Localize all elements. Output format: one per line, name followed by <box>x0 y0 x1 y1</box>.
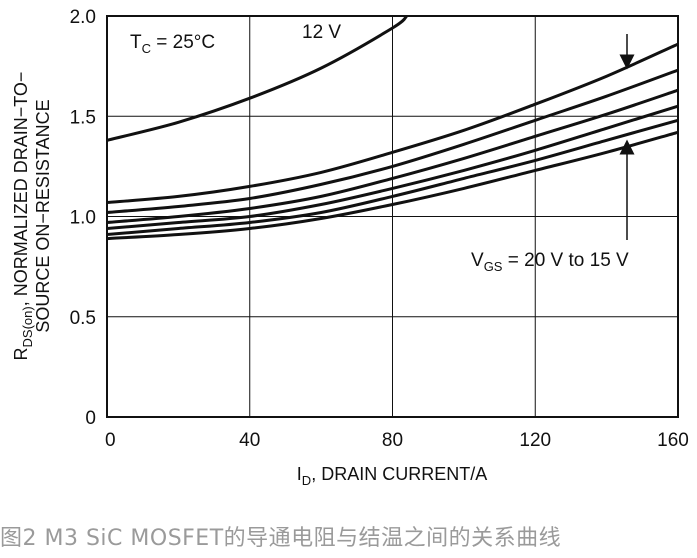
x-tick-label-4: 160 <box>657 430 689 451</box>
series-line-6 <box>107 130 678 241</box>
x-tick-label-2: 80 <box>382 430 403 451</box>
x-tick-labels: 0 40 80 120 160 <box>105 430 689 451</box>
y-axis-label-line1: RDS(on), NORMALIZED DRAIN−TO− <box>11 72 35 361</box>
series-line-3 <box>107 88 678 224</box>
y-axis-label-line2: SOURCE ON−RESISTANCE <box>33 99 53 332</box>
figure-caption: 图2 M3 SiC MOSFET的导通电阻与结温之间的关系曲线 <box>0 526 562 551</box>
series-group <box>107 16 678 241</box>
x-axis-label: ID, DRAIN CURRENT/A <box>297 464 487 488</box>
x-tick-label-0: 0 <box>105 430 116 451</box>
tc-annotation: TC = 25°C <box>130 32 215 56</box>
y-tick-label-2: 1.0 <box>70 208 96 229</box>
plot-frame <box>106 15 679 418</box>
series-line-1 <box>107 42 678 204</box>
series-line-0 <box>107 16 408 142</box>
series-12v-label: 12 V <box>302 22 341 43</box>
x-tick-label-1: 40 <box>239 430 260 451</box>
y-tick-label-0: 0 <box>85 408 96 429</box>
y-tick-label-3: 1.5 <box>70 107 96 128</box>
series-line-5 <box>107 118 678 236</box>
series-line-2 <box>107 68 678 214</box>
x-tick-label-3: 120 <box>519 430 551 451</box>
y-tick-label-1: 0.5 <box>70 308 96 329</box>
series-line-4 <box>107 104 678 230</box>
y-tick-label-4: 2.0 <box>70 7 96 28</box>
vgs-annotation: VGS = 20 V to 15 V <box>471 250 629 274</box>
y-tick-labels: 0 0.5 1.0 1.5 2.0 <box>70 7 96 429</box>
chart: 0 40 80 120 160 0 0.5 1.0 1.5 2.0 ID, DRAIN CURR… <box>11 7 689 488</box>
